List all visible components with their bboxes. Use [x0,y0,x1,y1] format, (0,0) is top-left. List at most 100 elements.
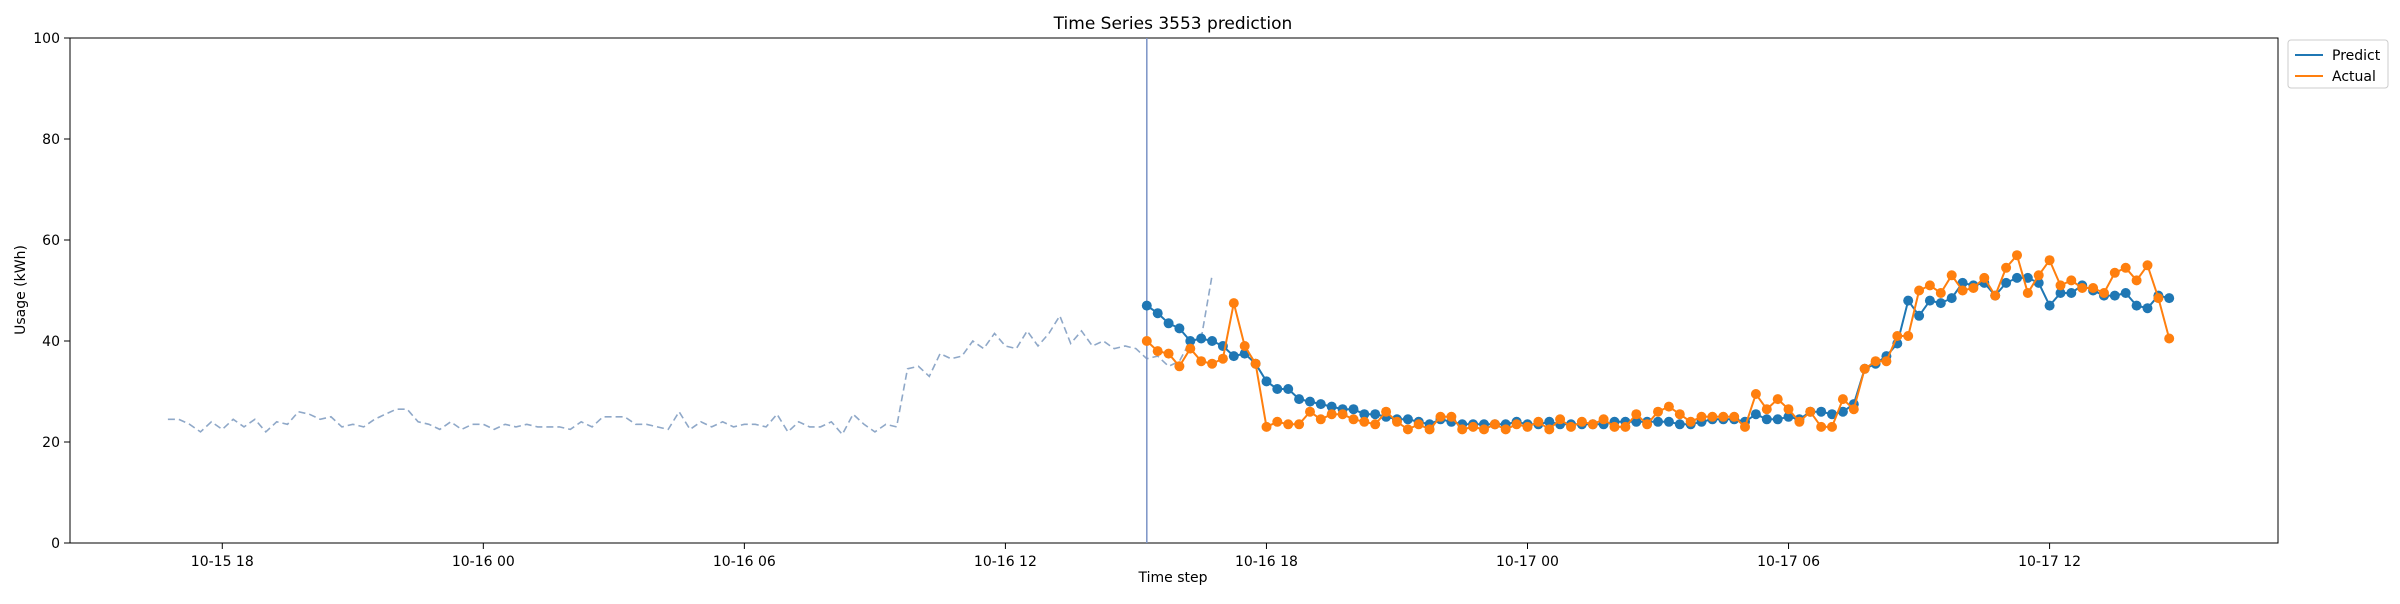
data-point-actual [1914,285,1925,296]
data-point-predict [1663,416,1674,427]
y-tick-label: 0 [51,536,60,552]
data-point-predict [1674,419,1685,430]
legend-label-actual: Actual [2332,69,2376,85]
data-point-predict [1196,333,1207,344]
data-point-predict [1783,411,1794,422]
data-point-predict [1903,295,1914,306]
data-point-actual [1827,421,1837,432]
data-point-actual [1217,353,1228,364]
history-layer [167,275,1213,436]
data-point-actual [1750,389,1761,399]
data-point-actual [1794,416,1805,427]
plot-frame [69,37,2279,544]
data-point-predict [1228,351,1239,362]
data-point-predict [2120,288,2131,298]
data-point-predict [1359,409,1370,420]
data-point-actual [1283,419,1294,430]
data-point-actual [2033,270,2044,281]
data-point-actual [2022,288,2033,298]
data-point-actual [1446,411,1457,422]
data-point-predict [2001,277,2012,288]
series-actual [1141,250,2175,435]
data-point-actual [1990,290,2001,301]
data-point-actual [1848,404,1859,415]
data-point-actual [1555,414,1566,425]
data-point-predict [2164,293,2175,304]
x-tick-label: 10-16 00 [452,554,515,570]
data-point-predict [2012,272,2022,283]
y-tick-label: 80 [42,132,60,148]
data-point-actual [1272,416,1283,427]
data-point-predict [1315,399,1326,410]
data-point-actual [1413,419,1424,430]
data-point-predict [1935,298,1946,309]
data-point-predict [1305,396,1315,407]
data-point-predict [1283,384,1294,394]
data-point-predict [1772,414,1783,425]
data-point-actual [1740,421,1750,432]
data-point-actual [1424,424,1435,435]
history-line [167,275,1213,436]
data-point-predict [1924,295,1935,306]
data-point-predict [1816,406,1827,417]
x-axis-title: Time step [1138,570,1208,586]
y-tick-label: 40 [42,334,60,350]
data-point-predict [1272,384,1283,394]
x-tick-label: 10-15 18 [191,554,254,570]
data-point-predict [1653,416,1663,427]
x-tick-label: 10-16 06 [713,554,776,570]
data-point-actual [1935,288,1946,298]
data-point-predict [1370,409,1381,420]
data-point-actual [1337,409,1348,420]
data-point-actual [2044,255,2055,266]
data-point-predict [2066,288,2077,298]
data-point-actual [2088,283,2099,293]
data-point-actual [1718,411,1729,422]
x-tick-label: 10-17 06 [1757,554,1820,570]
data-point-predict [1141,300,1152,311]
data-point-predict [1914,310,1925,321]
data-point-actual [1522,421,1533,432]
data-point-actual [1294,419,1305,430]
data-point-actual [1489,419,1500,430]
data-point-actual [1370,419,1381,430]
data-point-actual [1674,409,1685,420]
data-point-actual [1533,416,1544,427]
data-point-actual [1924,280,1935,291]
data-point-actual [1511,419,1522,430]
data-point-actual [1772,394,1783,405]
data-point-actual [2001,262,2012,273]
data-point-actual [1392,416,1402,427]
data-point-predict [1207,336,1218,346]
data-point-actual [1381,406,1392,417]
data-point-actual [1620,421,1631,432]
data-point-predict [1837,406,1848,417]
data-point-actual [1859,363,1870,374]
x-axis: 10-15 18 10-16 00 10-16 06 10-16 12 10-16 18… [191,543,2081,570]
data-point-actual [1196,356,1207,367]
data-point-actual [1174,361,1185,372]
data-point-actual [1979,272,1990,283]
data-point-actual [1837,394,1848,405]
data-point-actual [1696,411,1707,422]
data-point-predict [1348,404,1359,415]
data-point-actual [1141,336,1152,346]
data-point-predict [1174,323,1185,334]
data-point-predict [1326,401,1337,412]
data-point-actual [1468,421,1479,432]
data-point-predict [1152,308,1163,319]
data-point-predict [2131,300,2142,311]
y-axis: 0 20 40 60 80 100 [33,31,70,552]
data-point-predict [1750,409,1761,420]
data-point-actual [1359,416,1370,427]
series-predict [1141,272,2175,430]
y-axis-title: Usage (kWh) [13,245,29,335]
data-point-actual [1642,419,1653,430]
data-point-actual [1761,404,1772,415]
data-point-predict [2055,288,2066,298]
data-point-predict [1827,409,1837,420]
chart-title: Time Series 3553 prediction [1053,14,1293,34]
data-point-actual [1479,424,1489,435]
data-point-actual [2164,333,2175,344]
